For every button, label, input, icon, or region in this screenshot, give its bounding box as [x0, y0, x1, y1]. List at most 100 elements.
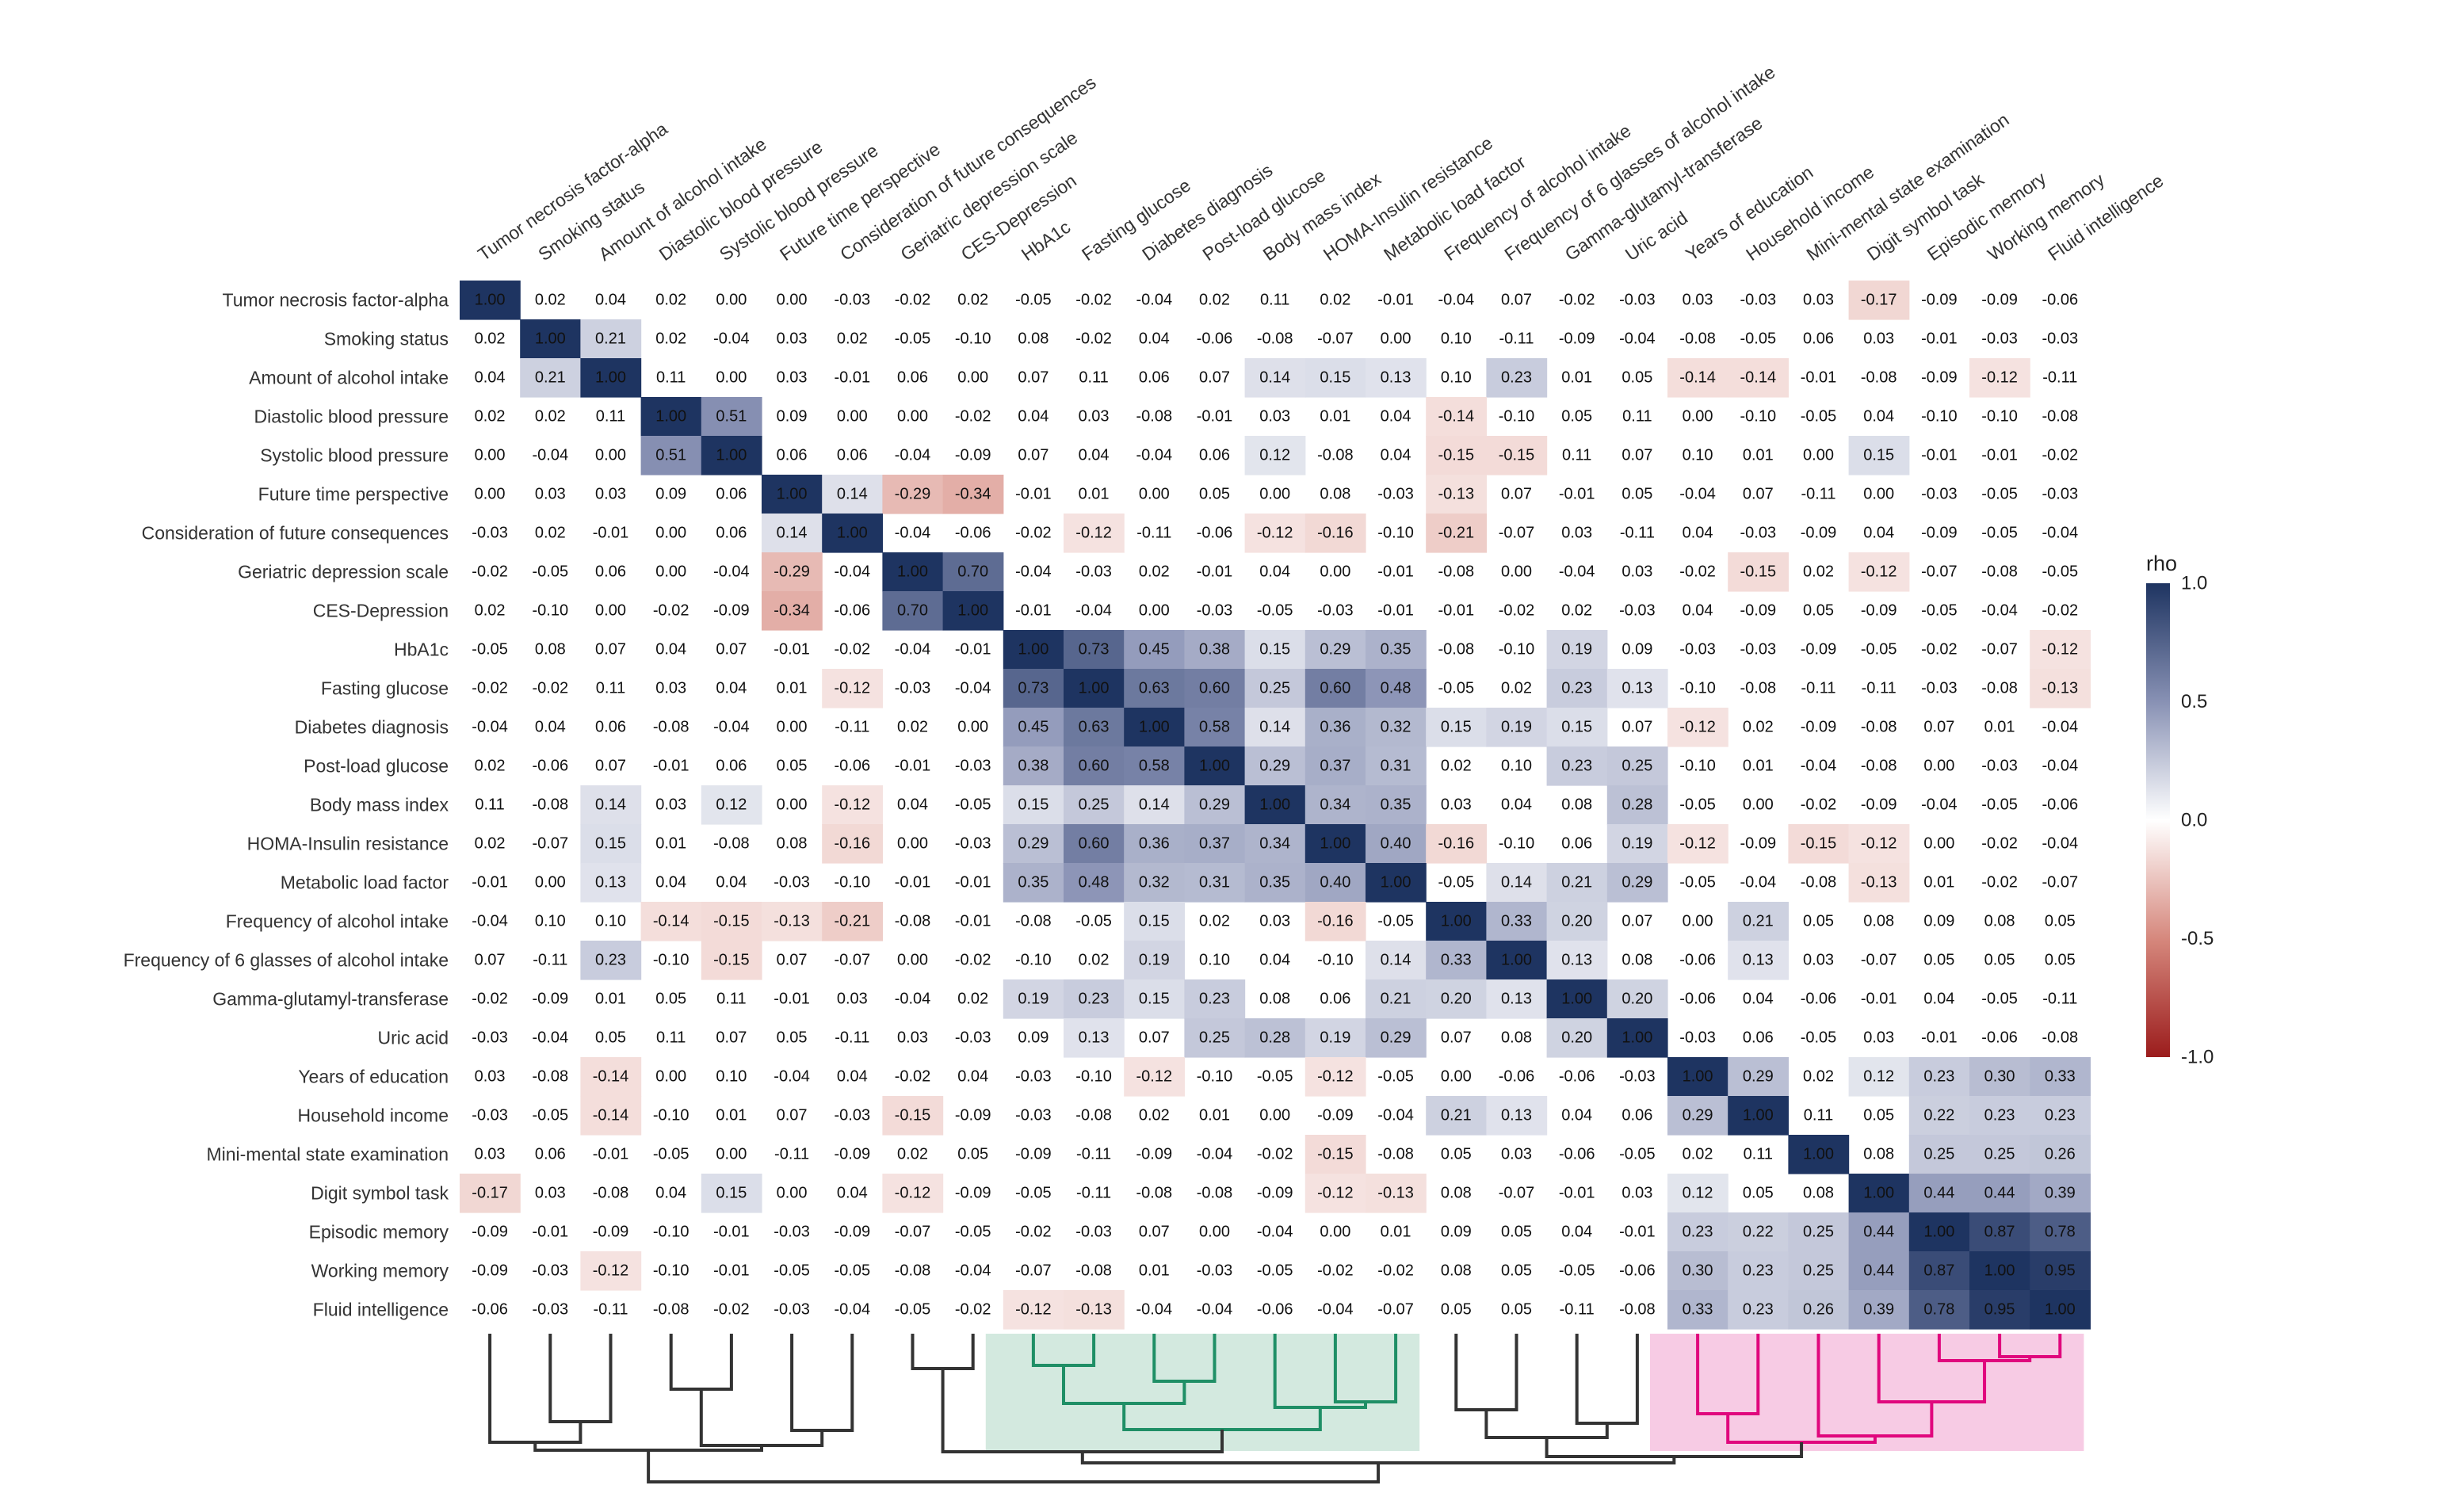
cell-value: 0.29	[1199, 796, 1230, 814]
cell-value: 0.01	[1743, 447, 1774, 464]
cell-value: -0.08	[1075, 1262, 1112, 1280]
cell-value: 0.03	[655, 796, 686, 814]
heatmap-cell: 0.08	[1501, 1029, 1532, 1047]
cell-fill	[822, 475, 883, 514]
heatmap-cell: -0.09	[1136, 1146, 1173, 1163]
heatmap-cell: 0.07	[1621, 913, 1652, 930]
heatmap-cell: 0.11	[596, 408, 625, 426]
cell-value: 0.02	[1139, 1107, 1170, 1124]
cell-value: 1.00	[716, 447, 747, 464]
heatmap-cell: 0.37	[1184, 824, 1246, 864]
cell-value: 1.00	[1381, 874, 1411, 892]
heatmap-cell: 0.25	[1788, 1251, 1850, 1291]
cell-value: -0.07	[895, 1224, 931, 1241]
heatmap-cell: 0.26	[1788, 1290, 1850, 1330]
heatmap-cell: 0.05	[1863, 1107, 1894, 1124]
heatmap-cell: -0.13	[1064, 1290, 1125, 1330]
heatmap-cell: -0.06	[835, 602, 871, 620]
cell-value: 0.00	[595, 447, 626, 464]
heatmap-cell: -0.01	[955, 874, 991, 892]
heatmap-cell: 0.14	[762, 514, 823, 553]
heatmap-cell: 0.04	[1259, 563, 1290, 581]
cell-value: -0.07	[1861, 952, 1897, 969]
cell-value: -0.05	[472, 641, 508, 659]
cell-fill	[1244, 785, 1306, 825]
heatmap-cell: -0.09	[713, 602, 750, 620]
cell-fill	[1244, 630, 1306, 670]
heatmap-cell: 1.00	[1969, 1251, 2030, 1291]
heatmap-cell: -0.02	[713, 1301, 750, 1319]
cell-value: -0.02	[2042, 447, 2079, 464]
heatmap-cell: -0.07	[2042, 874, 2079, 892]
cell-fill	[1064, 630, 1125, 670]
heatmap-cell: 0.05	[1803, 602, 1834, 620]
cell-value: 0.07	[1621, 913, 1652, 930]
cell-fill	[1304, 902, 1366, 941]
cell-value: 0.02	[535, 525, 566, 542]
cell-value: 0.11	[1562, 447, 1591, 464]
cell-value: -0.08	[533, 796, 569, 814]
heatmap-cell: 0.13	[1486, 979, 1548, 1019]
cell-value: 0.28	[1621, 796, 1652, 814]
cell-fill	[1304, 669, 1366, 708]
cell-value: 0.32	[1381, 719, 1411, 736]
cell-value: 1.00	[1139, 719, 1170, 736]
heatmap-cell: 0.06	[716, 486, 747, 503]
cell-value: -0.04	[1801, 758, 1837, 775]
cell-value: 0.03	[777, 369, 808, 387]
cell-fill	[1064, 1018, 1125, 1058]
cell-value: -0.01	[653, 758, 689, 775]
cell-value: 0.23	[1743, 1262, 1774, 1280]
cell-fill	[1003, 630, 1064, 670]
cell-value: 0.04	[655, 1185, 686, 1202]
cell-value: 0.04	[655, 641, 686, 659]
heatmap-cell: -0.02	[472, 680, 508, 697]
heatmap-cell: 0.05	[2045, 913, 2076, 930]
cell-value: 0.29	[1381, 1029, 1411, 1047]
cell-value: 0.08	[1621, 952, 1652, 969]
heatmap-cell: 0.20	[1546, 1018, 1608, 1058]
heatmap-cell: 0.02	[1199, 913, 1230, 930]
cell-fill	[1667, 1290, 1728, 1330]
cell-value: -0.04	[1921, 796, 1958, 814]
cell-value: -0.09	[955, 1107, 991, 1124]
heatmap-cell: 0.04	[1139, 330, 1170, 348]
heatmap-cell: 1.00	[1184, 746, 1246, 786]
heatmap-cell: -0.04	[1921, 796, 1958, 814]
heatmap-cell: -0.05	[1921, 602, 1958, 620]
cell-value: -0.03	[773, 1224, 810, 1241]
cell-value: 0.25	[1621, 758, 1652, 775]
cell-value: -0.08	[1317, 447, 1354, 464]
heatmap-cell: 0.19	[1304, 1018, 1366, 1058]
cell-value: 0.05	[957, 1146, 988, 1163]
heatmap-cell: -0.09	[1559, 330, 1595, 348]
cell-value: 0.44	[1863, 1262, 1894, 1280]
cell-value: 0.03	[1803, 292, 1834, 309]
cell-value: -0.04	[1559, 563, 1595, 581]
heatmap-cell: 0.00	[1320, 1224, 1350, 1241]
heatmap-cell: -0.03	[472, 1107, 508, 1124]
heatmap-cell: 0.25	[1064, 785, 1125, 825]
cell-value: 0.08	[1018, 330, 1049, 348]
cell-value: -0.10	[835, 874, 871, 892]
cell-value: 0.00	[957, 719, 988, 736]
cell-value: 0.00	[1320, 1224, 1350, 1241]
heatmap-cell: -0.11	[1862, 680, 1897, 697]
heatmap-cell: 0.15	[701, 1174, 762, 1213]
heatmap-cell: 0.11	[1804, 1107, 1833, 1124]
row-label: Body mass index	[310, 795, 449, 815]
cell-value: 0.15	[1561, 719, 1592, 736]
cell-value: 1.00	[1803, 1146, 1834, 1163]
heatmap-cell: 0.01	[1199, 1107, 1230, 1124]
cell-fill	[1606, 1018, 1668, 1058]
heatmap-cell: 0.01	[777, 680, 808, 697]
cell-value: 0.87	[1923, 1262, 1954, 1280]
cell-value: -0.01	[1377, 292, 1414, 309]
cell-value: -0.06	[1499, 1068, 1535, 1086]
cell-fill	[1667, 708, 1728, 747]
cell-value: 0.28	[1259, 1029, 1290, 1047]
cell-fill	[1366, 863, 1427, 903]
heatmap-cell: -0.09	[1861, 796, 1897, 814]
heatmap-cell: -0.01	[713, 1262, 750, 1280]
